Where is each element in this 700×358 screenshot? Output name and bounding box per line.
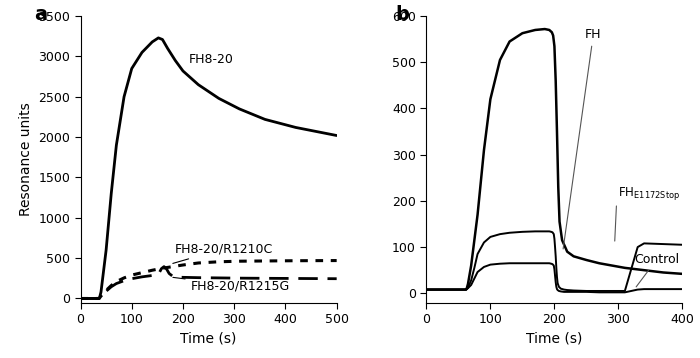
Text: b: b	[395, 5, 409, 24]
Text: FH8-20/R1215G: FH8-20/R1215G	[173, 277, 290, 292]
Text: FH$_{\mathregular{E1172Stop}}$: FH$_{\mathregular{E1172Stop}}$	[619, 185, 680, 202]
Text: FH8-20/R1210C: FH8-20/R1210C	[173, 242, 272, 263]
Text: Control: Control	[634, 252, 680, 287]
Text: a: a	[34, 5, 48, 24]
X-axis label: Time (s): Time (s)	[526, 332, 582, 345]
Y-axis label: Resonance units: Resonance units	[19, 102, 33, 216]
Text: FH8-20: FH8-20	[189, 53, 234, 66]
Text: FH: FH	[563, 28, 602, 249]
X-axis label: Time (s): Time (s)	[181, 332, 237, 345]
